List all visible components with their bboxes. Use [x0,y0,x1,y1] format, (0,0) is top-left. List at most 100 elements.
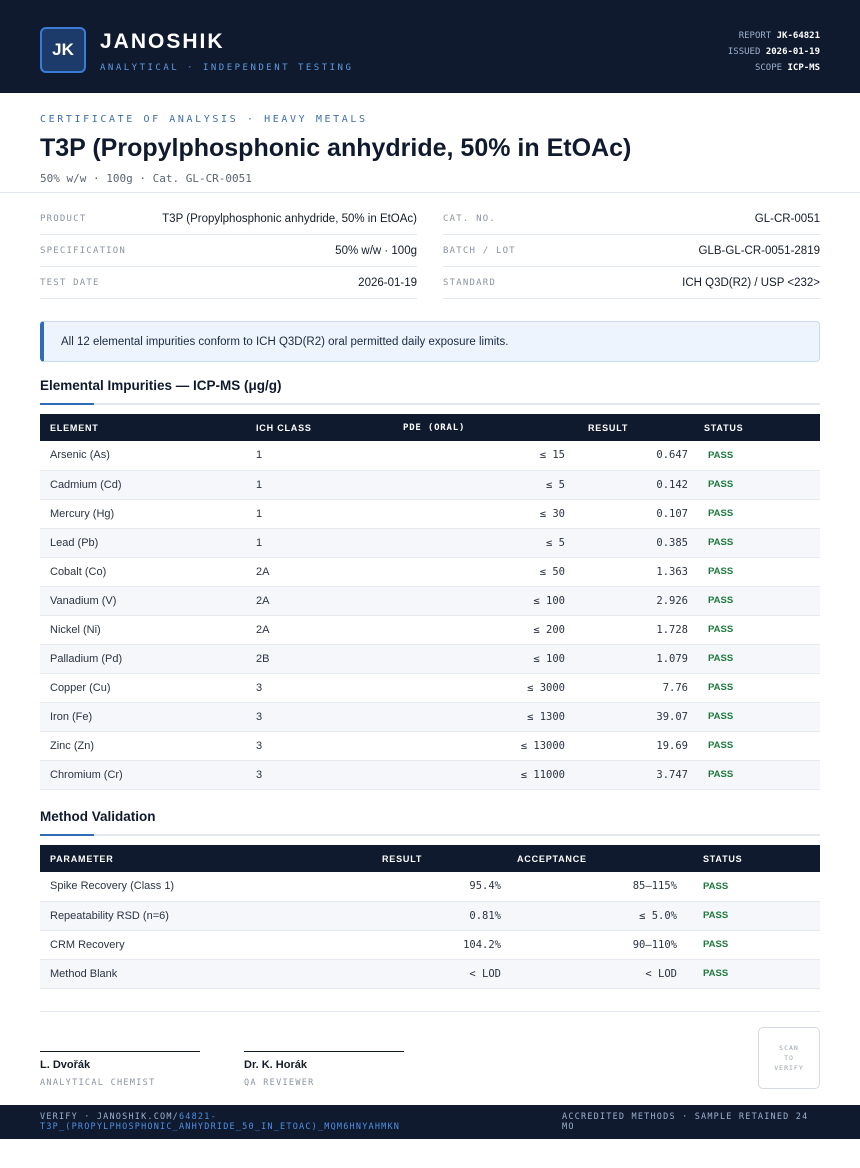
parameter-name: Spike Recovery (Class 1) [40,872,372,902]
col-status: STATUS [704,422,744,433]
table-row: Nickel (Ni) 2A ≤ 200 1.728 PASS [40,615,820,645]
col-parameter: PARAMETER [50,853,114,864]
info-batch: BATCH / LOT GLB-GL-CR-0051-2819 [443,235,820,267]
element-name: Cadmium (Cd) [40,470,246,500]
verify-qr-code[interactable]: SCAN TO VERIFY [758,1027,820,1089]
result-value: 104.2% [372,930,507,960]
table-row: Vanadium (V) 2A ≤ 100 2.926 PASS [40,586,820,616]
page-title: T3P (Propylphosphonic anhydride, 50% in … [40,134,632,162]
table-header-row: ELEMENT ICH CLASS PDE (ORAL) RESULT STAT… [40,414,820,441]
element-name: Zinc (Zn) [40,731,246,761]
pde-limit: ≤ 5 [356,470,575,500]
issued-date: ISSUED 2026-01-19 [727,47,820,57]
brand-logo: JK [40,27,86,73]
validation-table: PARAMETER RESULT ACCEPTANCE STATUS Spike… [40,845,820,989]
brand-tagline: ANALYTICAL · INDEPENDENT TESTING [100,63,354,73]
status-badge: PASS [694,673,820,703]
parameter-name: Repeatability RSD (n=6) [40,901,372,931]
table-row: Spike Recovery (Class 1) 95.4% 85–115% PASS [40,872,820,902]
status-badge: PASS [694,644,820,674]
verify-url: VERIFY · JANOSHIK.COM/64821-T3P_(PROPYLP… [40,1112,401,1132]
ich-class: 2A [246,615,356,645]
element-name: Copper (Cu) [40,673,246,703]
footer-note: ACCREDITED METHODS · SAMPLE RETAINED 24 … [562,1112,809,1132]
scope: SCOPE ICP-MS [754,63,820,73]
page-subtitle: 50% w/w · 100g · Cat. GL-CR-0051 [40,172,252,185]
result-value: 2.926 [575,586,694,616]
info-test-date: TEST DATE 2026-01-19 [40,267,417,299]
ich-class: 2B [246,644,356,674]
col-ich-class: ICH CLASS [256,422,312,433]
info-specification: SPECIFICATION 50% w/w · 100g [40,235,417,267]
status-badge: PASS [687,872,820,902]
element-name: Vanadium (V) [40,586,246,616]
report-header: JK JANOSHIK ANALYTICAL · INDEPENDENT TES… [0,0,860,93]
status-badge: PASS [694,441,820,471]
validation-heading: Method Validation [40,809,156,824]
signature-chemist: L. Dvořák ANALYTICAL CHEMIST [40,1051,200,1088]
table-row: Repeatability RSD (n=6) 0.81% ≤ 5.0% PASS [40,901,820,931]
parameter-name: Method Blank [40,959,372,989]
result-value: 1.363 [575,557,694,587]
verify-link[interactable]: 64821-T3P_(PROPYLPHOSPHONIC_ANHYDRIDE_50… [40,1112,401,1132]
ich-class: 1 [246,499,356,529]
section-rule [40,834,820,836]
divider [40,1011,820,1012]
element-name: Arsenic (As) [40,441,246,471]
ich-class: 2A [246,557,356,587]
status-badge: PASS [687,930,820,960]
report-meta: REPORT JK-64821 ISSUED 2026-01-19 SCOPE … [728,28,820,76]
conformance-notice: All 12 elemental impurities conform to I… [40,321,820,362]
signature-reviewer: Dr. K. Horák QA REVIEWER [244,1051,404,1088]
table-row: Palladium (Pd) 2B ≤ 100 1.079 PASS [40,644,820,674]
table-row: CRM Recovery 104.2% 90–110% PASS [40,930,820,960]
section-rule [40,403,820,405]
status-badge: PASS [694,615,820,645]
element-name: Chromium (Cr) [40,760,246,790]
status-badge: PASS [694,470,820,500]
ich-class: 1 [246,528,356,558]
table-header-row: PARAMETER RESULT ACCEPTANCE STATUS [40,845,820,872]
acceptance-range: 90–110% [507,930,687,960]
element-name: Cobalt (Co) [40,557,246,587]
result-value: 0.385 [575,528,694,558]
ich-class: 1 [246,470,356,500]
col-pde: PDE (ORAL) [403,422,466,433]
ich-class: 3 [246,702,356,732]
table-row: Arsenic (As) 1 ≤ 15 0.647 PASS [40,441,820,471]
certificate-eyebrow: CERTIFICATE OF ANALYSIS · HEAVY METALS [40,114,368,125]
col-acceptance: ACCEPTANCE [517,853,587,864]
result-value: < LOD [372,959,507,989]
table-row: Cobalt (Co) 2A ≤ 50 1.363 PASS [40,557,820,587]
acceptance-range: < LOD [507,959,687,989]
table-row: Chromium (Cr) 3 ≤ 11000 3.747 PASS [40,760,820,790]
status-badge: PASS [694,528,820,558]
report-footer: VERIFY · JANOSHIK.COM/64821-T3P_(PROPYLP… [0,1105,860,1139]
element-name: Mercury (Hg) [40,499,246,529]
status-badge: PASS [694,731,820,761]
table-row: Mercury (Hg) 1 ≤ 30 0.107 PASS [40,499,820,529]
table-row: Cadmium (Cd) 1 ≤ 5 0.142 PASS [40,470,820,500]
pde-limit: ≤ 100 [356,644,575,674]
pde-limit: ≤ 100 [356,586,575,616]
status-badge: PASS [694,557,820,587]
pde-limit: ≤ 11000 [356,760,575,790]
table-row: Iron (Fe) 3 ≤ 1300 39.07 PASS [40,702,820,732]
result-value: 0.107 [575,499,694,529]
info-cat-no: CAT. NO. GL-CR-0051 [443,203,820,235]
acceptance-range: 85–115% [507,872,687,902]
pde-limit: ≤ 5 [356,528,575,558]
result-value: 0.142 [575,470,694,500]
impurities-heading: Elemental Impurities — ICP-MS (μg/g) [40,378,282,393]
acceptance-range: ≤ 5.0% [507,901,687,931]
status-badge: PASS [694,586,820,616]
ich-class: 1 [246,441,356,471]
parameter-name: CRM Recovery [40,930,372,960]
col-result: RESULT [382,853,423,864]
table-row: Lead (Pb) 1 ≤ 5 0.385 PASS [40,528,820,558]
result-value: 0.81% [372,901,507,931]
pde-limit: ≤ 3000 [356,673,575,703]
table-row: Zinc (Zn) 3 ≤ 13000 19.69 PASS [40,731,820,761]
pde-limit: ≤ 200 [356,615,575,645]
brand-name: JANOSHIK [100,30,225,53]
